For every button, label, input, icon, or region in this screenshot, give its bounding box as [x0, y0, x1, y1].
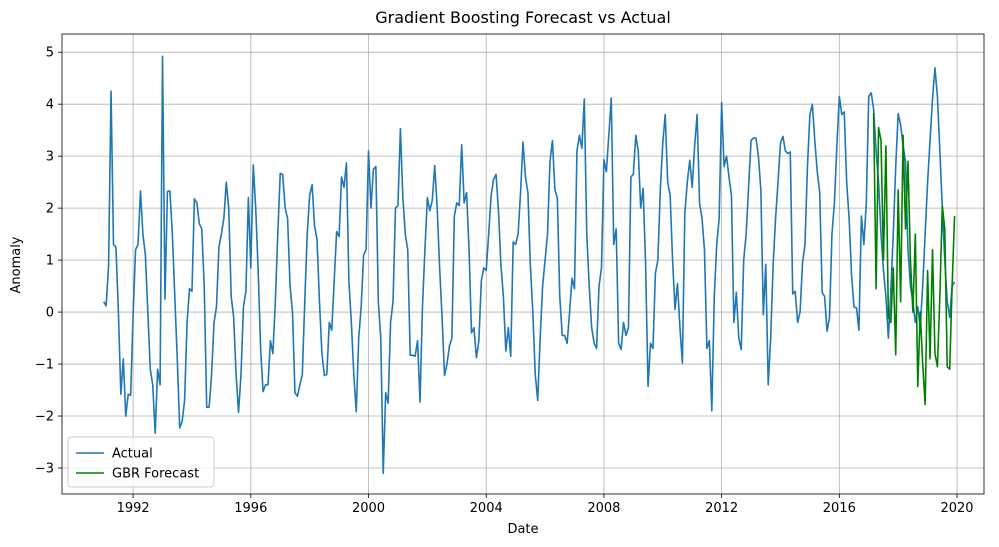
- y-tick-label: −1: [35, 358, 54, 373]
- legend-box: [67, 436, 215, 488]
- x-tick-label: 1992: [117, 501, 150, 516]
- grid: [62, 34, 984, 494]
- x-tick-label: 2016: [823, 501, 856, 516]
- y-tick-label: −3: [35, 462, 54, 477]
- y-tick-label: 5: [46, 46, 54, 61]
- ticks-group: 1992 1996 2000 2004 2008 2012 2016 2020 −3 −2 −1 0 1…: [35, 46, 974, 516]
- y-tick-label: 1: [46, 254, 54, 269]
- x-tick-label: 2012: [705, 501, 738, 516]
- y-tick-label: 0: [46, 306, 54, 321]
- x-tick-label: 2004: [470, 501, 503, 516]
- x-tick-label: 2008: [587, 501, 620, 516]
- x-tick-label: 2020: [940, 501, 973, 516]
- y-tick-label: 2: [46, 202, 54, 217]
- x-axis-label: Date: [507, 522, 538, 537]
- series-line-actual: [103, 55, 956, 475]
- x-tick-label: 2000: [352, 501, 385, 516]
- series-group: [103, 55, 956, 475]
- legend-label-gbr-forecast: GBR Forecast: [112, 467, 199, 482]
- x-tick-label: 1996: [234, 501, 267, 516]
- series-line-gbr-forecast: [872, 112, 956, 406]
- plot-frame: [61, 33, 985, 495]
- y-tick-label: −2: [35, 410, 54, 425]
- legend: Actual GBR Forecast: [67, 436, 215, 488]
- y-tick-label: 4: [46, 98, 54, 113]
- y-tick-label: 3: [46, 150, 54, 165]
- chart-title: Gradient Boosting Forecast vs Actual: [375, 8, 671, 27]
- y-axis-label: Anomaly: [9, 236, 24, 293]
- legend-label-actual: Actual: [112, 447, 153, 462]
